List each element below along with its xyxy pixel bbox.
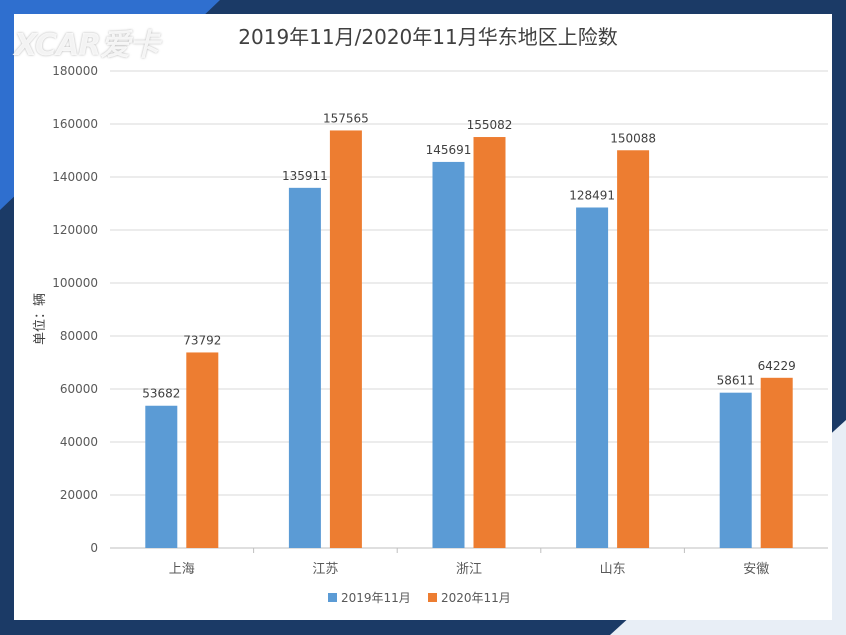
y-tick-label: 20000 xyxy=(60,488,98,502)
chart-title: 2019年11月/2020年11月华东地区上险数 xyxy=(238,25,617,49)
bar xyxy=(145,405,178,548)
bar xyxy=(617,150,650,549)
data-label: 58611 xyxy=(717,374,755,388)
x-tick-label: 浙江 xyxy=(456,562,482,577)
x-tick-label: 江苏 xyxy=(312,561,338,577)
data-label: 64229 xyxy=(758,359,796,373)
data-label: 73792 xyxy=(183,333,221,347)
bar xyxy=(432,161,465,548)
y-tick-label: 0 xyxy=(90,541,98,555)
data-label: 145691 xyxy=(426,143,472,157)
bar xyxy=(760,377,793,548)
data-label: 155082 xyxy=(467,118,513,132)
y-tick-label: 120000 xyxy=(52,223,98,237)
y-tick-label: 100000 xyxy=(52,276,98,290)
bar-chart: 2019年11月/2020年11月华东地区上险数 单位：辆 0 20000 4000… xyxy=(33,25,828,605)
x-tick-label: 山东 xyxy=(600,562,626,577)
legend-label: 2020年11月 xyxy=(441,591,511,605)
y-tick-label: 160000 xyxy=(52,117,98,131)
bar xyxy=(186,352,219,548)
data-label: 157565 xyxy=(323,111,369,125)
bars xyxy=(145,130,793,549)
bar xyxy=(288,187,321,548)
y-tick-label: 80000 xyxy=(60,329,98,343)
y-tick-labels: 0 20000 40000 60000 80000 100000 120000 140000 1… xyxy=(52,64,98,555)
bar xyxy=(719,392,752,548)
data-label: 128491 xyxy=(569,188,615,202)
x-tick-labels: 上海 江苏 浙江 山东 安徽 xyxy=(169,561,769,577)
y-tick-label: 140000 xyxy=(52,170,98,184)
data-label: 53682 xyxy=(142,387,180,401)
x-tick-label: 上海 xyxy=(169,562,195,577)
bar xyxy=(329,130,362,548)
legend-swatch xyxy=(428,593,437,602)
y-tick-label: 180000 xyxy=(52,64,98,78)
data-label: 150088 xyxy=(610,131,656,145)
legend: 2019年11月 2020年11月 xyxy=(328,591,511,605)
bar xyxy=(473,137,506,548)
y-tick-label: 40000 xyxy=(60,435,98,449)
legend-swatch xyxy=(328,593,337,602)
data-label: 135911 xyxy=(282,169,328,183)
legend-label: 2019年11月 xyxy=(341,591,411,605)
xcar-watermark-logo: XCAR爱卡 xyxy=(14,28,159,63)
y-axis-label: 单位：辆 xyxy=(33,293,48,345)
bar xyxy=(576,207,609,549)
chart-panel: 2019年11月/2020年11月华东地区上险数 单位：辆 0 20000 4000… xyxy=(14,14,832,620)
x-tick-label: 安徽 xyxy=(743,562,769,577)
gridlines xyxy=(110,70,828,553)
data-labels: 53682 73792 135911 157565 145691 155082 128491… xyxy=(142,111,796,400)
y-tick-label: 60000 xyxy=(60,382,98,396)
